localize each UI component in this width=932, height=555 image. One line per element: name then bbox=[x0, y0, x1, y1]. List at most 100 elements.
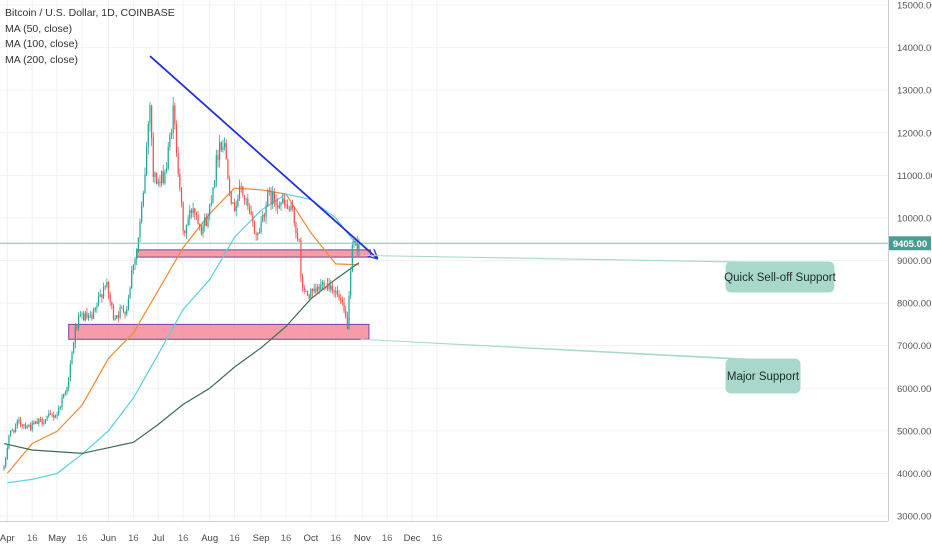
candle-body bbox=[107, 282, 110, 295]
candle-body bbox=[97, 296, 100, 306]
candle-body bbox=[36, 421, 38, 424]
candle-body bbox=[295, 222, 297, 234]
candle-body bbox=[348, 295, 350, 329]
candle-body bbox=[230, 191, 232, 204]
candle-body bbox=[260, 221, 262, 233]
candle-body bbox=[99, 294, 101, 297]
candle-body bbox=[54, 415, 57, 418]
candle-body bbox=[179, 173, 181, 189]
candle-body bbox=[321, 282, 324, 285]
current-price-badge bbox=[889, 236, 931, 251]
candle-body bbox=[68, 377, 70, 388]
y-tick-label: 4000.00 bbox=[897, 469, 931, 480]
candle-body bbox=[333, 290, 335, 293]
candle-body bbox=[38, 418, 40, 424]
candle-body bbox=[76, 324, 78, 329]
candle-body bbox=[46, 416, 48, 420]
candle-body bbox=[197, 215, 199, 225]
callout-label: Quick Sell-off Support bbox=[724, 272, 836, 284]
candle-body bbox=[132, 264, 135, 271]
candle-body bbox=[326, 282, 329, 289]
candle-body bbox=[131, 270, 133, 289]
candle-body bbox=[316, 286, 319, 292]
candle-body bbox=[283, 198, 285, 205]
candle-body bbox=[235, 206, 237, 211]
candle-body bbox=[136, 251, 138, 260]
candle-body bbox=[346, 316, 348, 329]
candle-body bbox=[290, 205, 292, 211]
x-tick-label: 16 bbox=[229, 533, 240, 544]
candle-body bbox=[219, 142, 221, 160]
candle-body bbox=[150, 105, 153, 138]
candle-body bbox=[122, 308, 125, 313]
x-tick-label: 16 bbox=[281, 533, 292, 544]
candle-body bbox=[190, 210, 193, 213]
candle-body bbox=[240, 186, 242, 188]
candle-body bbox=[351, 244, 353, 272]
candle-body bbox=[233, 202, 236, 211]
candle-body bbox=[331, 285, 334, 291]
candle-body bbox=[82, 313, 85, 321]
candle-body bbox=[205, 217, 207, 227]
candle-body bbox=[328, 282, 330, 290]
candle-body bbox=[126, 308, 128, 315]
candle-body bbox=[313, 288, 315, 292]
trend-line bbox=[149, 55, 377, 258]
x-tick-label: 16 bbox=[27, 533, 38, 544]
candle-body bbox=[169, 135, 171, 148]
candle-body bbox=[247, 198, 249, 206]
x-tick-label: Oct bbox=[303, 533, 318, 544]
x-tick-label: Jun bbox=[101, 533, 116, 544]
candle-body bbox=[69, 363, 71, 378]
candle-body bbox=[204, 217, 206, 226]
candle-body bbox=[340, 298, 342, 300]
x-tick-label: Jul bbox=[152, 533, 164, 544]
candle-body bbox=[272, 191, 274, 205]
candle-body bbox=[119, 307, 121, 318]
candle-body bbox=[78, 316, 80, 329]
candle-body bbox=[282, 198, 284, 203]
x-tick-label: May bbox=[48, 533, 66, 544]
candle-body bbox=[31, 422, 33, 430]
candle-body bbox=[146, 146, 148, 175]
candle-body bbox=[222, 147, 224, 150]
x-tick-label: 16 bbox=[178, 533, 189, 544]
candle-body bbox=[243, 195, 246, 200]
candle-body bbox=[277, 205, 279, 208]
candle-body bbox=[19, 419, 22, 425]
current-price-label: 9405.00 bbox=[893, 239, 927, 250]
candle-body bbox=[210, 202, 212, 206]
candle-body bbox=[53, 415, 55, 418]
candle-body bbox=[43, 423, 45, 424]
candle-body bbox=[227, 159, 229, 179]
candle-body bbox=[129, 288, 131, 299]
legend-ma-200: MA (200, close) bbox=[5, 53, 78, 66]
candle-body bbox=[268, 190, 271, 192]
candle-body bbox=[356, 241, 358, 251]
candle-body bbox=[308, 294, 310, 299]
candle-body bbox=[270, 191, 272, 205]
candle-body bbox=[162, 171, 164, 184]
candle-body bbox=[320, 284, 322, 290]
candle-body bbox=[265, 205, 267, 217]
candle-body bbox=[71, 352, 73, 364]
candle-body bbox=[170, 132, 173, 136]
candle-body bbox=[81, 313, 83, 315]
candle-body bbox=[3, 466, 5, 470]
candle-body bbox=[267, 190, 269, 206]
candle-body bbox=[21, 424, 23, 426]
candle-body bbox=[111, 301, 113, 306]
y-tick-label: 13000.00 bbox=[897, 86, 932, 97]
x-tick-label: 16 bbox=[432, 533, 443, 544]
candle-body bbox=[64, 392, 66, 395]
candle-body bbox=[141, 205, 143, 222]
candle-body bbox=[250, 211, 252, 216]
candle-body bbox=[106, 282, 108, 287]
candle-body bbox=[14, 425, 17, 433]
candle-body bbox=[237, 198, 239, 207]
candle-body bbox=[117, 315, 120, 318]
candle-body bbox=[253, 221, 256, 235]
candle-body bbox=[160, 171, 163, 184]
